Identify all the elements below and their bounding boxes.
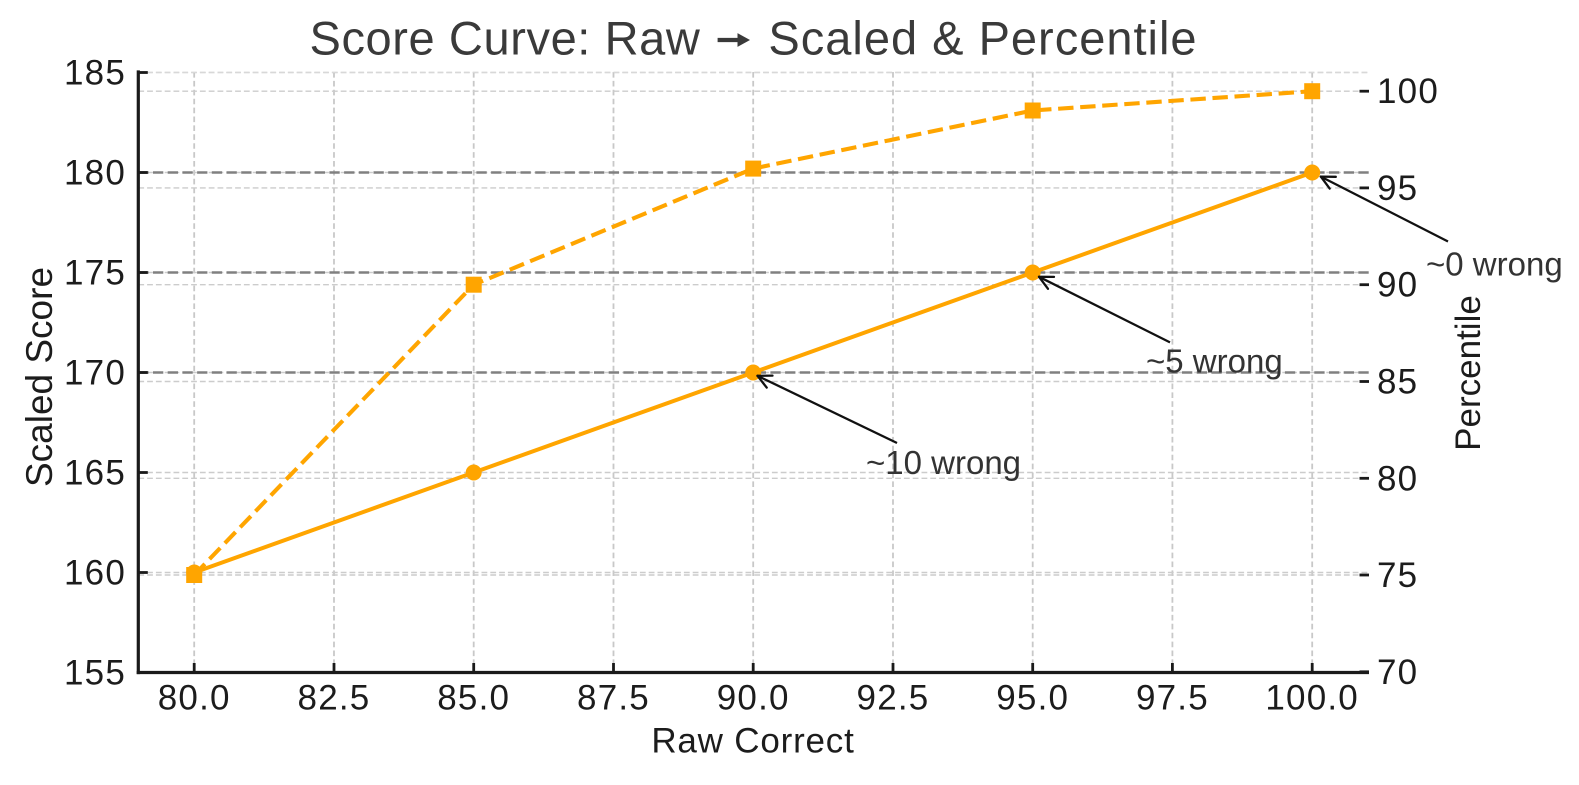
svg-text:82.5: 82.5 bbox=[298, 679, 371, 718]
svg-text:95: 95 bbox=[1377, 169, 1418, 208]
svg-text:~0 wrong: ~0 wrong bbox=[1426, 245, 1563, 282]
svg-text:90: 90 bbox=[1377, 266, 1418, 305]
svg-text:~5 wrong: ~5 wrong bbox=[1146, 342, 1283, 379]
svg-text:Scaled & Percentile: Scaled & Percentile bbox=[768, 11, 1197, 64]
svg-text:90.0: 90.0 bbox=[717, 679, 790, 718]
svg-text:100: 100 bbox=[1377, 72, 1439, 111]
svg-text:~10 wrong: ~10 wrong bbox=[866, 444, 1021, 481]
svg-text:85: 85 bbox=[1377, 363, 1418, 402]
svg-text:100.0: 100.0 bbox=[1265, 679, 1359, 718]
svg-text:97.5: 97.5 bbox=[1136, 679, 1209, 718]
svg-text:95.0: 95.0 bbox=[996, 679, 1069, 718]
svg-text:80.0: 80.0 bbox=[158, 679, 231, 718]
svg-text:92.5: 92.5 bbox=[857, 679, 930, 718]
svg-text:80: 80 bbox=[1377, 459, 1418, 498]
svg-text:Scaled Score: Scaled Score bbox=[19, 267, 60, 487]
svg-text:170: 170 bbox=[64, 354, 126, 393]
svg-text:Score Curve: Raw: Score Curve: Raw bbox=[310, 11, 701, 64]
svg-text:75: 75 bbox=[1377, 556, 1418, 595]
svg-text:165: 165 bbox=[64, 454, 126, 493]
svg-text:Raw Correct: Raw Correct bbox=[651, 722, 854, 761]
svg-text:155: 155 bbox=[64, 654, 126, 693]
svg-text:185: 185 bbox=[64, 54, 126, 93]
svg-text:70: 70 bbox=[1377, 653, 1418, 692]
svg-text:180: 180 bbox=[64, 154, 126, 193]
svg-text:85.0: 85.0 bbox=[437, 679, 510, 718]
svg-text:160: 160 bbox=[64, 554, 126, 593]
svg-text:Percentile: Percentile bbox=[1449, 295, 1488, 451]
svg-text:87.5: 87.5 bbox=[577, 679, 650, 718]
svg-text:175: 175 bbox=[64, 254, 126, 293]
